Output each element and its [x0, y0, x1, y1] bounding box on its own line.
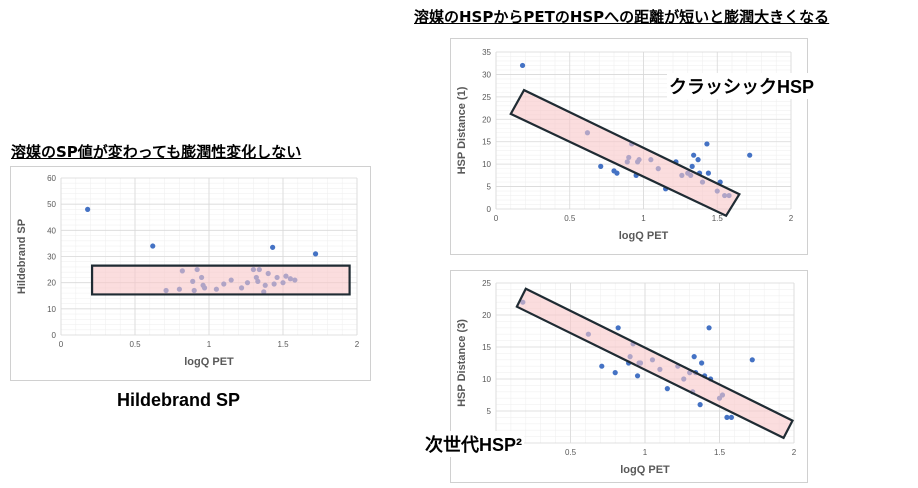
y-axis-title: HSP Distance (3)	[456, 319, 468, 407]
data-point	[612, 370, 618, 376]
x-tick-label: 0.5	[564, 214, 576, 223]
data-point	[598, 163, 604, 169]
data-point	[728, 414, 735, 420]
data-point	[691, 354, 697, 360]
data-point	[697, 402, 703, 408]
x-axis-title: logQ PET	[184, 356, 234, 368]
x-tick-label: 1	[641, 214, 646, 223]
chart-classic-hsp: 0 5 10 15 20 25 30 35 0 0.5 1 1.5 2 logQ PET HSP Dista…	[456, 48, 794, 242]
y-tick-label: 25	[482, 93, 491, 102]
y-tick-label: 60	[47, 174, 56, 183]
x-tick-label: 1.5	[277, 340, 289, 349]
label-next-gen-hsp: 次世代HSP²	[423, 431, 525, 457]
chart-hildebrand: 0 10 20 30 40 50 60 0 0.5 1 1.5 2 logQ PET Hildebrand…	[16, 174, 360, 368]
highlight-band	[509, 88, 741, 218]
y-tick-label: 10	[47, 305, 56, 314]
x-axis-title: logQ PET	[619, 230, 669, 242]
data-point	[705, 170, 711, 176]
x-tick-label: 1	[643, 448, 648, 457]
data-point	[85, 206, 91, 212]
y-tick-label: 50	[47, 200, 56, 209]
y-tick-label: 20	[482, 115, 491, 124]
x-tick-label: 1	[207, 340, 212, 349]
data-point	[706, 325, 712, 331]
y-tick-label: 10	[482, 375, 491, 384]
x-tick-label: 0	[59, 340, 64, 349]
y-tick-label: 35	[482, 48, 491, 57]
y-tick-label: 15	[482, 138, 491, 147]
y-tick-label: 0	[487, 205, 492, 214]
y-tick-label: 0	[52, 331, 57, 340]
data-point	[312, 251, 319, 257]
x-axis-title: logQ PET	[620, 464, 670, 476]
y-axis-title: HSP Distance (1)	[456, 86, 468, 174]
x-tick-label: 1.5	[712, 214, 724, 223]
data-point	[270, 244, 276, 250]
major-grid	[60, 177, 358, 336]
data-point	[615, 325, 621, 331]
y-tick-label: 5	[487, 407, 492, 416]
y-tick-label: 30	[47, 253, 56, 262]
y-tick-label: 20	[482, 311, 491, 320]
x-tick-label: 2	[355, 340, 360, 349]
x-tick-label: 2	[792, 448, 797, 457]
highlight-band	[515, 287, 795, 440]
data-point	[664, 386, 670, 392]
y-axis-title: Hildebrand SP	[16, 219, 28, 294]
y-tick-label: 30	[482, 70, 491, 79]
data-point	[747, 152, 753, 158]
data-point	[724, 414, 730, 420]
data-point	[691, 152, 697, 158]
y-tick-label: 15	[482, 343, 491, 352]
data-point	[150, 243, 156, 249]
x-tick-label: 2	[789, 214, 794, 223]
label-classic-hsp: クラッシックHSP	[667, 73, 817, 99]
y-tick-label: 5	[487, 183, 492, 192]
x-tick-label: 0.5	[565, 448, 577, 457]
data-point	[704, 141, 710, 147]
data-point	[699, 360, 705, 366]
heading-left: 溶媒のSP値が変わっても膨潤性変化しない	[11, 143, 302, 161]
data-point	[689, 163, 695, 169]
data-point	[634, 373, 641, 379]
y-tick-label: 20	[47, 279, 56, 288]
x-tick-label: 1.5	[714, 448, 726, 457]
label-hildebrand-sp: Hildebrand SP	[117, 390, 241, 410]
heading-top: 溶媒のHSPからPETのHSPへの距離が短いと膨潤大きくなる	[414, 8, 830, 26]
highlight-band	[90, 264, 351, 296]
chart-panel-classic-hsp: 0 5 10 15 20 25 30 35 0 0.5 1 1.5 2 logQ PET HSP Dista…	[450, 38, 808, 255]
data-point	[614, 170, 620, 176]
data-point	[749, 357, 755, 363]
data-point	[695, 157, 701, 163]
x-tick-label: 0.5	[129, 340, 141, 349]
data-point	[599, 363, 605, 369]
y-tick-label: 25	[482, 279, 491, 288]
x-tick-label: 0	[494, 214, 499, 223]
y-tick-label: 40	[47, 226, 56, 235]
data-point	[519, 62, 526, 69]
y-tick-label: 10	[482, 160, 491, 169]
chart-panel-hildebrand: 0 10 20 30 40 50 60 0 0.5 1 1.5 2 logQ PET Hildebrand…	[10, 166, 371, 381]
